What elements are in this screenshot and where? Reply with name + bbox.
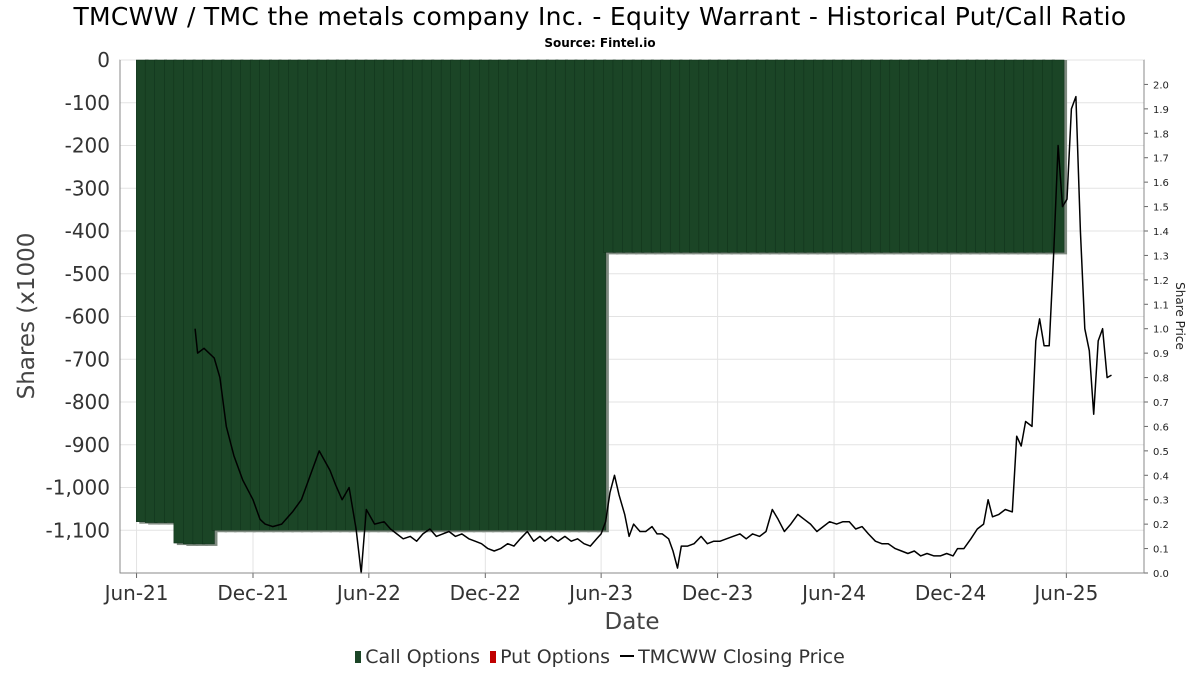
x-tick-label: Dec-22: [450, 581, 521, 605]
y2-tick-label: 0.6: [1153, 422, 1169, 433]
x-tick-label: Dec-21: [217, 581, 288, 605]
x-tick-label: Jun-23: [567, 581, 633, 605]
y2-tick-label: 0.9: [1153, 349, 1169, 360]
legend-item-price[interactable]: TMCWW Closing Price: [620, 646, 845, 668]
y-tick-label: -900: [65, 433, 110, 457]
y2-tick-label: 0.5: [1153, 447, 1169, 458]
legend-price-label: TMCWW Closing Price: [638, 646, 845, 668]
y-tick-label: -600: [65, 305, 110, 329]
y-tick-label: -200: [65, 134, 110, 158]
y-axis-title: Shares (x1000: [14, 233, 40, 400]
call-bar: [593, 59, 607, 531]
y-tick-label: -400: [65, 219, 110, 243]
y2-tick-label: 1.1: [1153, 300, 1169, 311]
x-tick-label: Dec-24: [915, 581, 986, 605]
call-options-bars: [136, 59, 1068, 546]
y2-tick-label: 0.2: [1153, 520, 1169, 531]
y2-tick-label: 1.5: [1153, 203, 1169, 214]
y2-tick-label: 1.4: [1153, 227, 1169, 238]
y2-tick-label: 1.2: [1153, 276, 1169, 287]
x-axis-title: Date: [605, 609, 660, 635]
legend-item-put[interactable]: Put Options: [490, 646, 610, 668]
legend-call-swatch: [355, 651, 362, 663]
y2-tick-label: 1.8: [1153, 129, 1169, 140]
axes: 0 -100 -200 -300 -400 -500 -600 -700 -800 -900 -1,…: [46, 48, 1169, 605]
y2-tick-label: 1.9: [1153, 105, 1169, 116]
legend-put-swatch: [490, 651, 497, 663]
y-tick-label: -700: [65, 347, 110, 371]
y2-tick-label: 0.8: [1153, 374, 1169, 385]
y2-tick-label: 0.0: [1153, 569, 1169, 580]
y2-tick-label: 1.6: [1153, 178, 1169, 189]
y2-tick-label: 0.1: [1153, 545, 1169, 556]
y2-tick-label: 1.7: [1153, 154, 1169, 165]
y-tick-label: -1,100: [46, 518, 110, 542]
y-tick-label: -1,000: [46, 476, 110, 500]
chart-title: TMCWW / TMC the metals company Inc. - Eq…: [73, 2, 1127, 31]
y2-tick-label: 0.3: [1153, 496, 1169, 507]
y-tick-label: -800: [65, 390, 110, 414]
legend: Call Options Put Options TMCWW Closing P…: [0, 646, 1200, 668]
x-tick-label: Jun-22: [335, 581, 401, 605]
y2-tick-label: 1.3: [1153, 251, 1169, 262]
closing-price-line: [194, 95, 1112, 574]
legend-call-label: Call Options: [365, 646, 481, 668]
price-line-layer: [194, 95, 1112, 574]
y2-tick-label: 0.7: [1153, 398, 1169, 409]
y2-tick-label: 2.0: [1153, 80, 1169, 91]
y2-tick-label: 0.4: [1153, 471, 1169, 482]
x-tick-label: Jun-24: [800, 581, 866, 605]
y2-axis-title: Share Price: [1173, 282, 1187, 350]
x-tick-label: Jun-25: [1032, 581, 1098, 605]
x-tick-label: Dec-23: [682, 581, 753, 605]
legend-put-label: Put Options: [500, 646, 611, 668]
legend-price-swatch: [620, 655, 635, 657]
legend-item-call[interactable]: Call Options: [355, 646, 480, 668]
y-tick-label: -500: [65, 262, 110, 286]
y-tick-label: -300: [65, 176, 110, 200]
y2-tick-label: 1.0: [1153, 325, 1169, 336]
chart-subtitle: Source: Fintel.io: [544, 36, 656, 50]
y-tick-label: 0: [97, 48, 110, 72]
y-tick-label: -100: [65, 91, 110, 115]
x-tick-label: Jun-21: [103, 581, 169, 605]
